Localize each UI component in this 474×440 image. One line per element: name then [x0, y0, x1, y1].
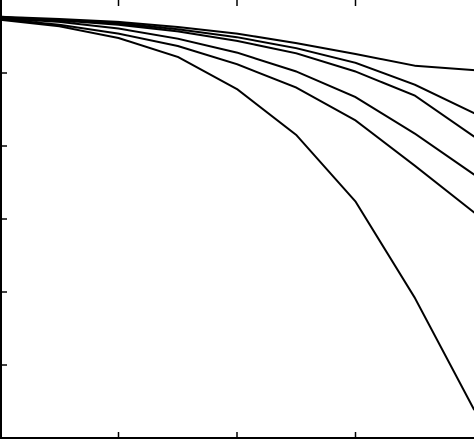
series-layer	[0, 15, 474, 411]
series-line-6	[0, 18, 474, 411]
series-line-3	[0, 16, 474, 138]
series-line-1	[0, 15, 474, 72]
series-line-5	[0, 18, 474, 214]
series-line-4	[0, 17, 474, 176]
